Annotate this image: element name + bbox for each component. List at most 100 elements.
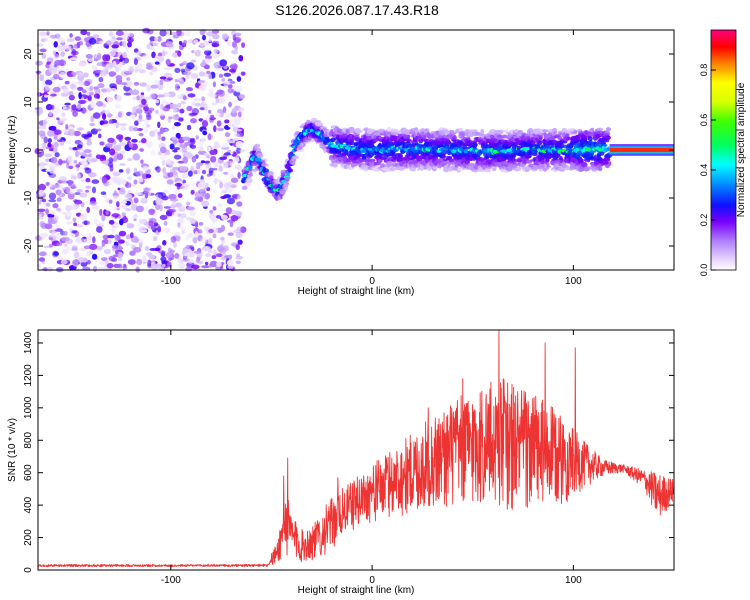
spectrogram-cell xyxy=(101,214,106,222)
spectrogram-cell xyxy=(77,103,82,110)
spectrogram-cell xyxy=(341,155,348,159)
spectrogram-cell xyxy=(79,192,88,198)
spectrogram-cell xyxy=(83,149,92,154)
spectrogram-cell xyxy=(277,194,281,201)
spectrogram-cell xyxy=(76,189,83,193)
spectrogram-cell xyxy=(204,50,208,56)
spectrogram-cell xyxy=(71,185,77,189)
spectrogram-cell xyxy=(198,260,204,265)
spectrogram-cell xyxy=(506,135,512,139)
spectrogram-cell xyxy=(121,204,127,210)
spectrogram-cell xyxy=(89,85,93,92)
spectrogram-cell xyxy=(136,223,142,227)
spectrogram-cell xyxy=(39,48,47,53)
spectrogram-cell xyxy=(194,221,199,228)
spectrogram-cell xyxy=(205,261,209,266)
spectrogram-cell xyxy=(224,132,231,138)
spectrogram-cell xyxy=(191,155,197,163)
spectrogram-cell xyxy=(148,208,156,215)
spectrogram-cell xyxy=(107,238,112,245)
spectrogram-cell xyxy=(92,205,99,210)
spectrogram-cell xyxy=(538,136,543,142)
spectrogram-cell xyxy=(186,62,195,70)
spectrogram-cell xyxy=(212,249,217,254)
spectrogram-cell xyxy=(136,259,143,266)
spectrogram-cell xyxy=(65,211,72,217)
spectrogram-cell xyxy=(106,262,114,269)
spectrogram-cell xyxy=(159,76,167,80)
spectrogram-cell xyxy=(97,266,106,270)
spectrogram-cell xyxy=(83,220,88,226)
colorbar-tick-label: 0.2 xyxy=(699,214,709,227)
spectrogram-cell xyxy=(72,259,79,267)
spectrogram-cell xyxy=(88,37,97,45)
spectrogram-cell xyxy=(135,108,143,114)
colorbar-tick-label: 0.6 xyxy=(699,114,709,127)
spectrogram-cell xyxy=(169,103,178,110)
spectrogram-cell xyxy=(134,191,142,195)
spectrogram-cell xyxy=(217,89,225,97)
spectrogram-cell xyxy=(125,70,134,74)
spectrogram-cell xyxy=(56,117,60,121)
spectrogram-cell xyxy=(134,120,139,126)
spectrogram-cell xyxy=(501,134,508,139)
spectrogram-cell xyxy=(165,41,174,47)
spectrogram-cell xyxy=(153,222,159,227)
spectrogram-cell xyxy=(235,141,244,148)
spectrogram-cell xyxy=(97,83,105,89)
spectrogram-cell xyxy=(56,197,62,202)
spectrogram-cell xyxy=(211,42,220,48)
spectrogram-cell xyxy=(90,115,95,123)
chart-title: S126.2026.087.17.43.R18 xyxy=(275,2,439,18)
spectrogram-cell xyxy=(293,139,301,144)
spectrogram-cell xyxy=(146,43,151,50)
spectrogram-cell xyxy=(546,162,550,168)
spectrogram-cell xyxy=(229,80,236,84)
spectrogram-cell xyxy=(100,87,108,94)
spectrogram-cell xyxy=(149,217,157,224)
spectrogram-cell xyxy=(96,54,101,61)
spectrogram-cell xyxy=(96,101,104,107)
spectrogram-cell xyxy=(213,167,218,171)
spectrogram-cell xyxy=(91,179,100,184)
spectrogram-cell xyxy=(202,130,208,136)
spectrogram-cell xyxy=(71,245,78,251)
spectrogram-cell xyxy=(50,210,55,215)
spectrogram-cell xyxy=(201,200,210,207)
spectrogram-cell xyxy=(57,134,62,141)
spectrogram-cell xyxy=(62,230,68,236)
spectrogram-cell xyxy=(78,92,82,100)
spectrogram-cell xyxy=(39,220,45,228)
spectrogram-cell xyxy=(159,153,167,160)
spectrogram-cell xyxy=(217,179,222,183)
spectrogram-cell xyxy=(254,143,261,148)
spectrogram-cell xyxy=(229,64,236,69)
spectrogram-cell xyxy=(125,208,132,212)
snr-line xyxy=(37,329,675,568)
spectrogram-cell xyxy=(85,177,91,183)
spectrogram-cell xyxy=(217,108,224,114)
spectrogram-cell xyxy=(389,166,396,172)
spectrogram-cell xyxy=(230,60,235,66)
snr-frame xyxy=(37,329,675,571)
spectrogram-cell xyxy=(77,256,85,263)
spectrogram-cell xyxy=(54,142,59,148)
spectrogram-cell xyxy=(124,80,133,88)
spectrogram-cell xyxy=(116,153,124,161)
spectrogram-cell xyxy=(56,242,63,246)
spectrogram-cell xyxy=(68,91,74,96)
spectrogram-cell xyxy=(40,162,49,166)
spectrogram-cell xyxy=(61,160,67,164)
spectrogram-cell xyxy=(264,180,271,184)
spectrogram-cell xyxy=(517,159,522,163)
spectrogram-cell xyxy=(92,236,96,244)
spectrogram-cell xyxy=(178,205,186,212)
spectrogram-cell xyxy=(125,168,131,174)
spectrogram-cell xyxy=(386,126,391,133)
spectrogram-cell xyxy=(124,193,133,199)
spectrogram-cell xyxy=(187,259,194,264)
spectrogram-cell xyxy=(203,153,209,156)
spectrogram-cell xyxy=(52,203,59,209)
spectrogram-cell xyxy=(179,79,185,85)
spectrogram-cell xyxy=(236,76,242,82)
